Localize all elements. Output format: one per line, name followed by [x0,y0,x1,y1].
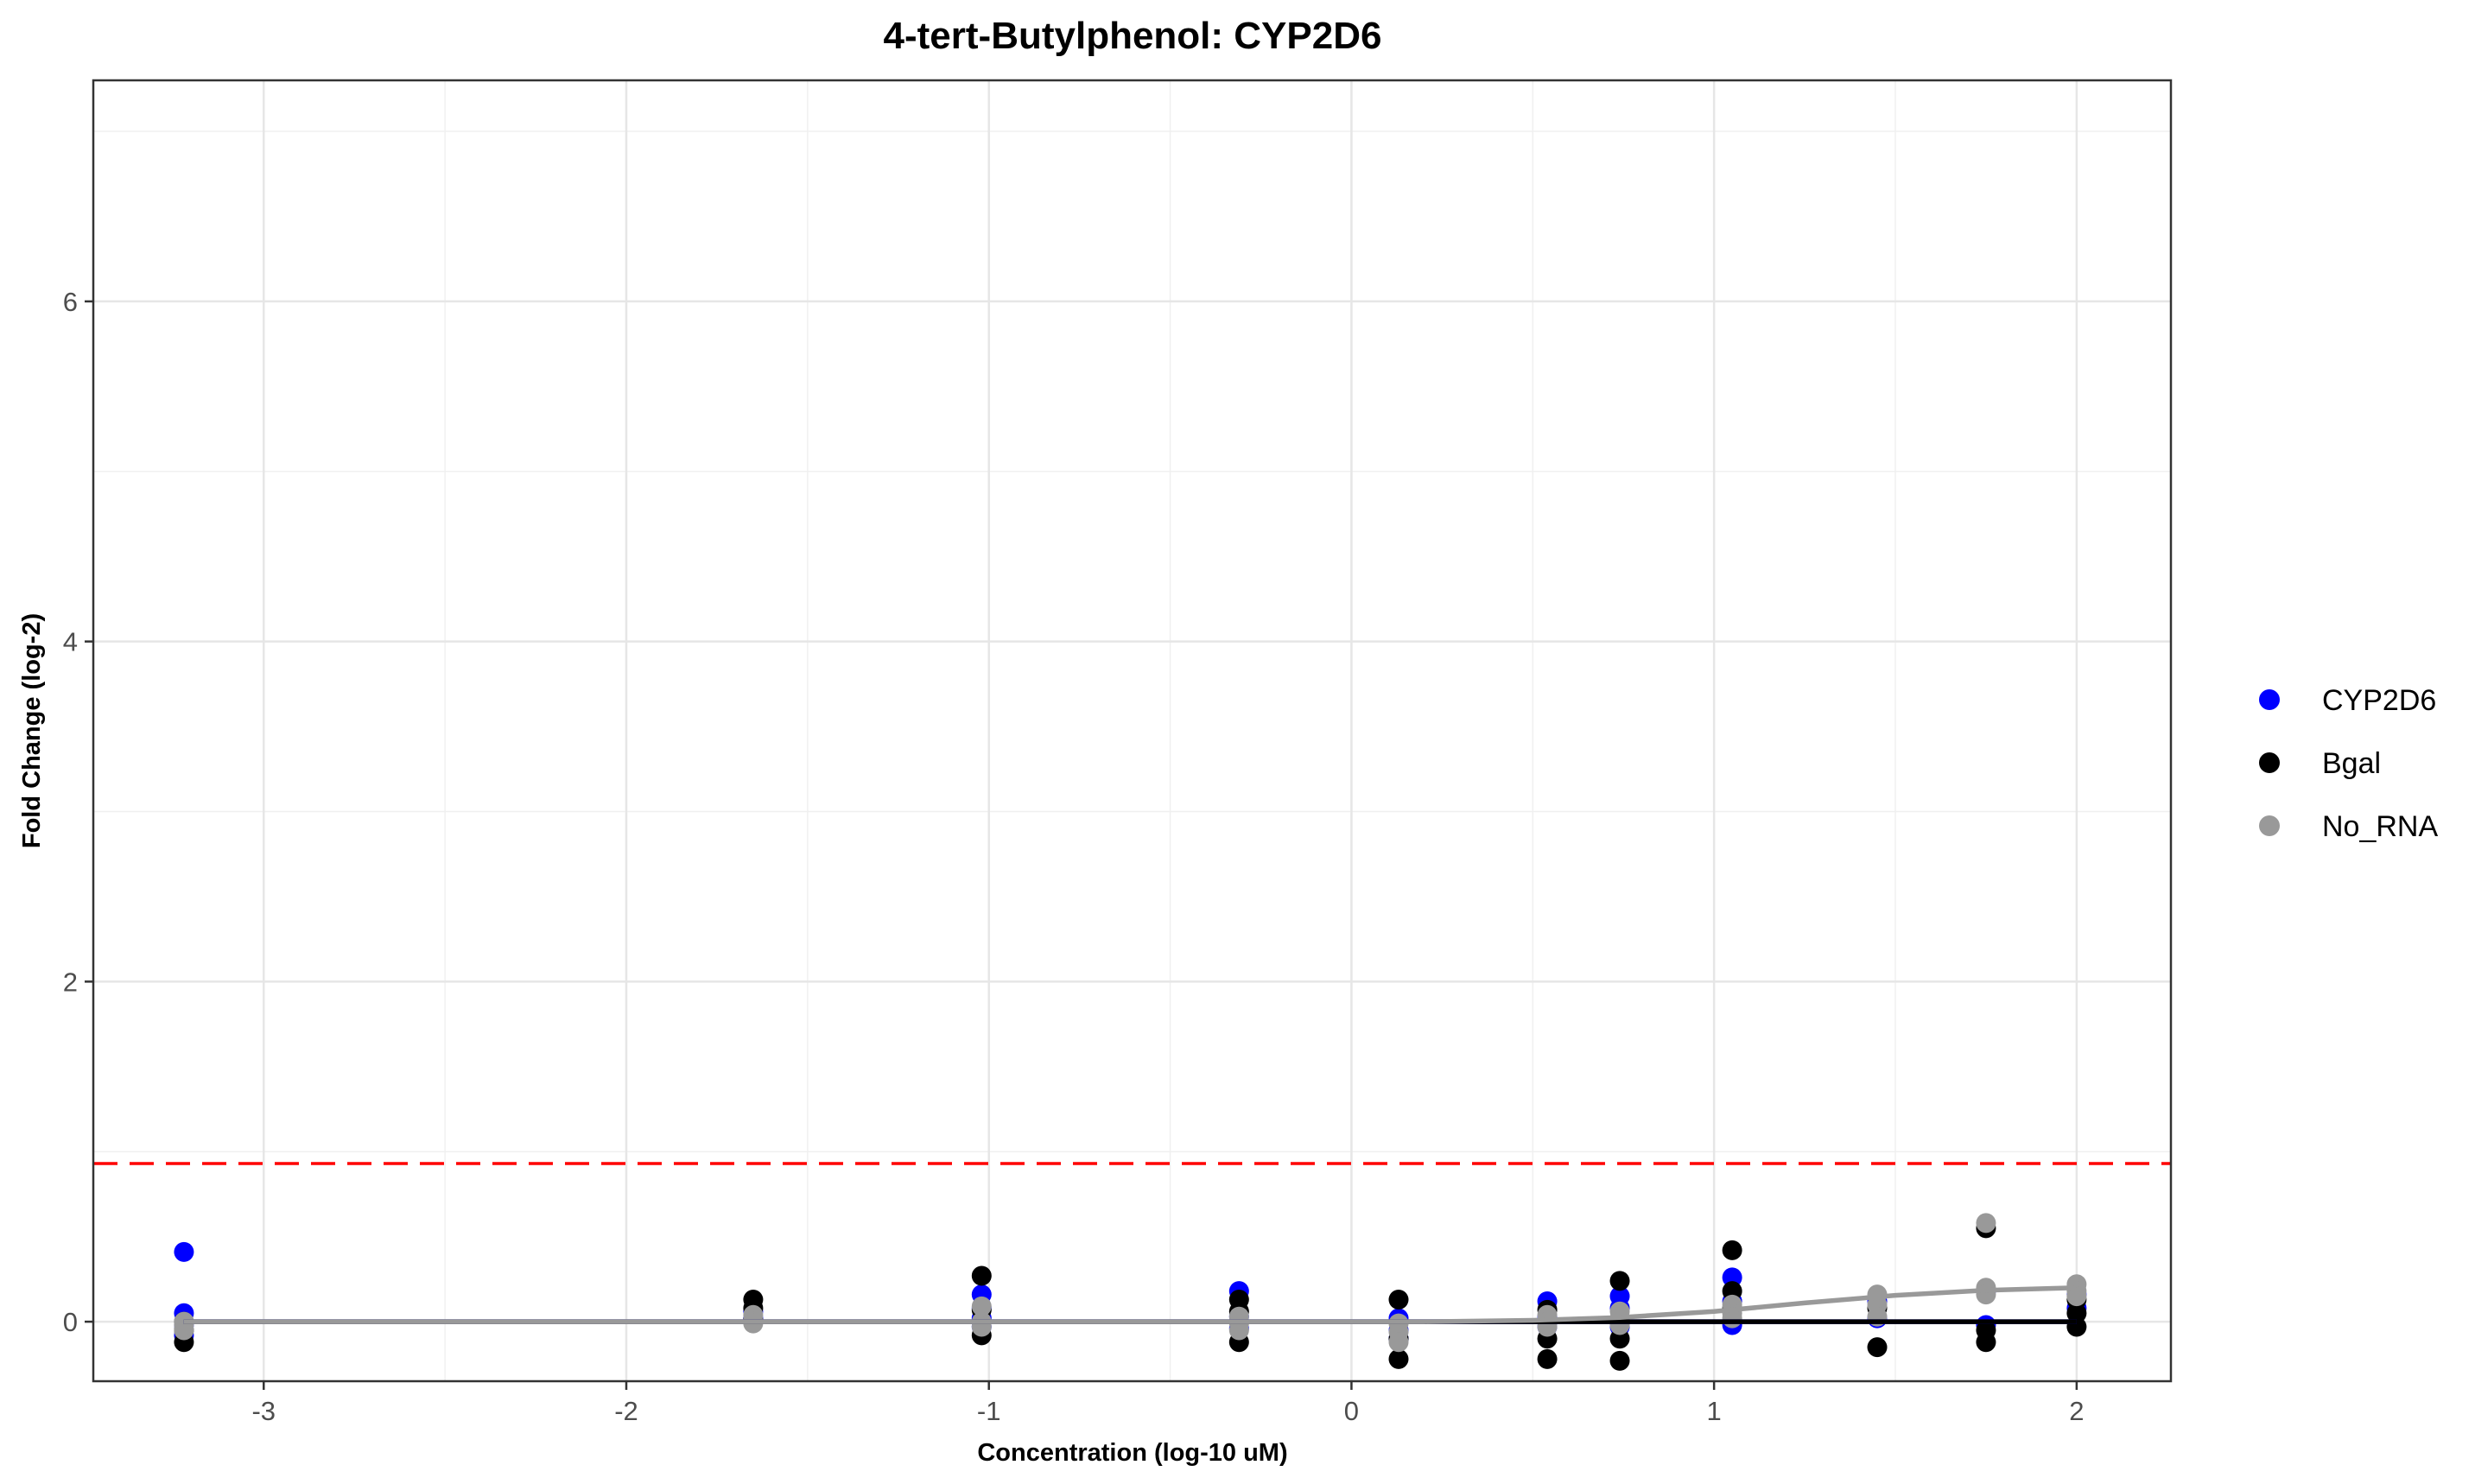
legend-label-bgal: Bgal [2322,747,2381,780]
data-point-bgal [971,1265,992,1286]
data-points [174,1213,2087,1371]
data-point-no-rna [1388,1332,1409,1353]
x-tick-label: 1 [1707,1396,1722,1426]
grid [93,80,2171,1381]
x-tick-label: -2 [614,1396,638,1426]
data-point-bgal [1609,1271,1630,1291]
data-point-bgal [2066,1303,2087,1323]
data-point-bgal [1609,1350,1630,1371]
legend-key-no-rna [2259,815,2280,836]
x-tick-label: -3 [251,1396,276,1426]
data-point-bgal [1609,1329,1630,1349]
legend-label-cyp2d6: CYP2D6 [2322,684,2436,717]
x-tick-label: -1 [977,1396,1001,1426]
legend-key-bgal [2259,752,2280,773]
chart-title: 4-tert-Butylphenol: CYP2D6 [884,15,1382,57]
data-point-no-rna [971,1296,992,1316]
plot-panel-border [92,79,2173,1383]
x-tick-label: 2 [2069,1396,2084,1426]
y-tick-label: 2 [63,967,78,997]
data-point-bgal [1388,1290,1409,1310]
fit-lines [183,1284,2077,1324]
legend-label-no-rna: No_RNA [2322,810,2438,843]
data-point-no-rna [1228,1320,1249,1341]
legend-key-cyp2d6 [2259,689,2280,710]
data-point-no-rna [1976,1213,1996,1233]
data-point-cyp2d6 [1722,1267,1742,1288]
fit-line-no-rna [183,1284,2077,1324]
data-point-no-rna [1976,1284,1996,1305]
data-point-bgal [1537,1348,1558,1369]
x-axis-label: Concentration (log-10 uM) [977,1439,1287,1467]
x-axis-ticks: -3 -2 -1 0 1 2 [251,1381,2084,1426]
y-tick-label: 6 [63,287,78,317]
data-point-bgal [1388,1348,1409,1369]
data-point-no-rna [174,1315,194,1335]
y-axis-ticks: 0 2 4 6 [63,287,93,1337]
data-point-no-rna [2066,1286,2087,1307]
y-tick-label: 0 [63,1307,78,1337]
data-point-bgal [1976,1332,1996,1353]
y-axis-label: Fold Change (log-2) [18,613,46,848]
data-point-bgal [1867,1337,1888,1358]
legend: CYP2D6 Bgal No_RNA [2259,684,2438,843]
data-point-bgal [1722,1240,1742,1260]
y-tick-label: 4 [63,627,78,657]
data-point-cyp2d6 [174,1241,194,1262]
data-point-bgal [1722,1281,1742,1302]
x-tick-label: 0 [1344,1396,1359,1426]
